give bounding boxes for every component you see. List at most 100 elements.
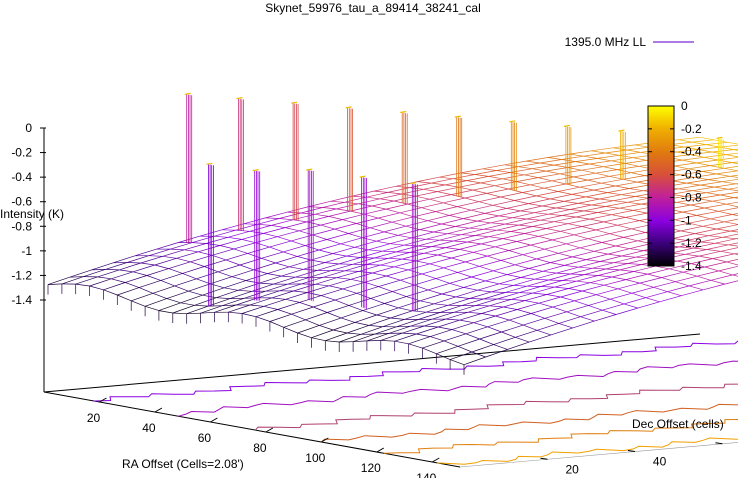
contour-line xyxy=(383,419,738,454)
surface-mesh-segment xyxy=(483,292,506,300)
surface-mesh-segment xyxy=(479,265,494,272)
surface-mesh-segment xyxy=(469,298,484,300)
surface-mesh-segment xyxy=(562,274,585,281)
surface-mesh-segment xyxy=(496,224,519,231)
surface-mesh-segment xyxy=(524,174,539,178)
surface-mesh-segment xyxy=(111,278,126,283)
surface-mesh-segment xyxy=(354,240,377,248)
surface-mesh-segment xyxy=(466,180,481,184)
surface-spike-cap xyxy=(410,182,417,185)
surface-mesh-segment xyxy=(574,229,596,236)
surface-mesh-segment xyxy=(119,269,134,273)
colorbar-tick-label: -0.2 xyxy=(681,122,702,136)
surface-mesh-segment xyxy=(168,261,191,269)
surface-mesh-segment xyxy=(421,273,437,279)
surface-mesh-segment xyxy=(726,261,738,266)
surface-spike-cap xyxy=(184,92,191,95)
surface-mesh-segment xyxy=(589,163,604,168)
surface-mesh-segment xyxy=(603,221,618,226)
surface-mesh-segment xyxy=(362,303,385,311)
surface-mesh-segment xyxy=(607,253,622,257)
surface-mesh-segment xyxy=(441,223,456,227)
surface-mesh-segment xyxy=(617,288,633,294)
surface-mesh-segment xyxy=(279,218,294,221)
surface-mesh-segment xyxy=(461,234,476,236)
surface-mesh-segment xyxy=(148,255,163,257)
surface-mesh-segment xyxy=(380,258,403,266)
surface-mesh-segment xyxy=(536,252,559,260)
surface-mesh-segment xyxy=(436,353,451,360)
surface-mesh-segment xyxy=(328,278,351,287)
surface-mesh-segment xyxy=(627,263,642,265)
surface-mesh-segment xyxy=(599,198,614,202)
surface-mesh-segment xyxy=(653,281,676,288)
surface-mesh-segment xyxy=(730,230,738,233)
surface-mesh-segment xyxy=(325,340,340,343)
surface-mesh-segment xyxy=(293,290,308,293)
surface-mesh-segment xyxy=(560,230,575,236)
surface-mesh-segment xyxy=(523,324,538,331)
surface-mesh-segment xyxy=(384,296,407,304)
surface-mesh-segment xyxy=(198,245,221,253)
surface-mesh-segment xyxy=(453,235,476,242)
surface-mesh-segment xyxy=(170,242,193,250)
surface-mesh-segment xyxy=(627,197,650,203)
surface-mesh-segment xyxy=(728,188,738,192)
surface-mesh-segment xyxy=(532,226,547,229)
surface-mesh-segment xyxy=(531,306,553,314)
surface-mesh-segment xyxy=(333,329,348,334)
surface-mesh-segment xyxy=(69,276,84,278)
surface-mesh-segment xyxy=(293,219,307,223)
surface-mesh-segment xyxy=(172,304,195,314)
surface-mesh-segment xyxy=(528,203,543,207)
surface-mesh-segment xyxy=(558,247,581,254)
surface-mesh-segment xyxy=(512,217,527,220)
surface-mesh-segment xyxy=(247,246,270,254)
surface-mesh-segment xyxy=(683,266,705,273)
surface-mesh-segment xyxy=(243,223,258,225)
surface-mesh-segment xyxy=(532,292,547,295)
surface-mesh-segment xyxy=(702,225,717,230)
surface-mesh-segment xyxy=(233,248,248,254)
surface-mesh-segment xyxy=(457,338,480,347)
surface-mesh-segment xyxy=(429,194,452,200)
surface-mesh-segment xyxy=(419,293,443,302)
surface-mesh-segment xyxy=(390,243,405,246)
surface-mesh-segment xyxy=(617,282,640,290)
surface-mesh-segment xyxy=(548,209,571,215)
surface-mesh-segment xyxy=(591,150,606,154)
surface-mesh-segment xyxy=(386,269,409,277)
surface-mesh-segment xyxy=(409,182,432,188)
surface-mesh-segment xyxy=(352,195,367,198)
surface-mesh-segment xyxy=(544,183,566,189)
surface-mesh-segment xyxy=(677,255,699,262)
surface-mesh-segment xyxy=(655,265,670,270)
surface-spike-cap xyxy=(291,101,298,104)
surface-mesh-segment xyxy=(718,207,738,212)
surface-mesh-segment xyxy=(515,336,530,343)
surface-mesh-segment xyxy=(711,151,726,155)
surface-mesh-segment xyxy=(378,286,393,292)
surface-mesh-segment xyxy=(366,196,381,200)
surface-mesh-segment xyxy=(495,315,510,321)
surface-mesh-segment xyxy=(728,242,738,246)
surface-mesh-segment xyxy=(283,245,306,253)
surface-mesh-segment xyxy=(344,196,367,203)
surface-mesh-segment xyxy=(430,329,453,337)
surface-mesh-segment xyxy=(603,217,626,223)
surface-mesh-segment xyxy=(241,233,264,240)
x-axis-tick xyxy=(99,397,107,403)
surface-mesh-segment xyxy=(311,329,334,339)
surface-mesh-segment xyxy=(551,180,566,185)
surface-mesh-segment xyxy=(605,149,627,154)
surface-mesh-segment xyxy=(235,229,250,232)
surface-mesh-segment xyxy=(526,157,548,162)
surface-mesh-segment xyxy=(322,201,345,208)
surface-mesh-segment xyxy=(698,146,720,150)
surface-mesh-segment xyxy=(348,227,371,234)
surface-mesh-segment xyxy=(190,254,213,263)
surface-mesh-segment xyxy=(530,239,553,246)
surface-mesh-segment xyxy=(699,136,714,141)
surface-mesh-segment xyxy=(617,220,640,226)
surface-mesh-segment xyxy=(412,310,427,313)
